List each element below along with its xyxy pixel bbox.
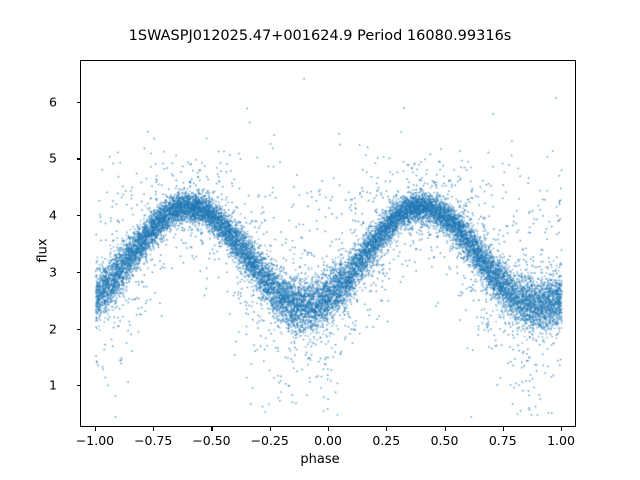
x-tick-label: −0.50	[192, 433, 231, 448]
y-tick-label: 3	[49, 264, 57, 280]
y-tick-label: 2	[49, 321, 57, 336]
x-axis-label: phase	[300, 452, 340, 467]
x-tick-mark	[269, 427, 271, 431]
y-tick-mark	[76, 101, 81, 103]
y-axis-label: flux	[35, 238, 51, 263]
y-tick-mark	[76, 215, 81, 217]
y-tick-label: 6	[49, 94, 57, 110]
x-tick-label: 0.25	[372, 433, 401, 448]
x-tick-label: −0.25	[250, 433, 289, 448]
y-tick-label: 4	[49, 207, 57, 223]
x-tick-mark	[561, 427, 563, 431]
x-tick-label: 0.75	[488, 433, 517, 448]
x-tick-mark	[502, 427, 504, 431]
x-tick-mark	[444, 427, 446, 431]
scatter-plot-canvas	[81, 61, 575, 426]
x-tick-label: 0.50	[430, 433, 459, 448]
x-tick-mark	[94, 427, 97, 431]
x-tick-mark	[153, 427, 155, 431]
plot-area	[80, 60, 576, 427]
x-tick-mark	[386, 427, 388, 431]
y-tick-mark	[76, 385, 81, 387]
y-tick-label: 5	[49, 150, 57, 166]
x-tick-label: 0.00	[314, 433, 342, 448]
x-tick-label: −1.00	[75, 433, 115, 448]
y-tick-mark	[76, 271, 81, 273]
x-tick-mark	[211, 427, 213, 431]
y-tick-mark	[76, 158, 81, 160]
x-tick-mark	[328, 427, 330, 431]
y-tick-label: 1	[49, 377, 57, 393]
x-tick-label: −0.75	[134, 433, 173, 448]
chart-title: 1SWASPJ012025.47+001624.9 Period 16080.9…	[128, 28, 512, 44]
x-tick-label: 1.00	[547, 433, 575, 448]
y-tick-mark	[76, 328, 81, 330]
